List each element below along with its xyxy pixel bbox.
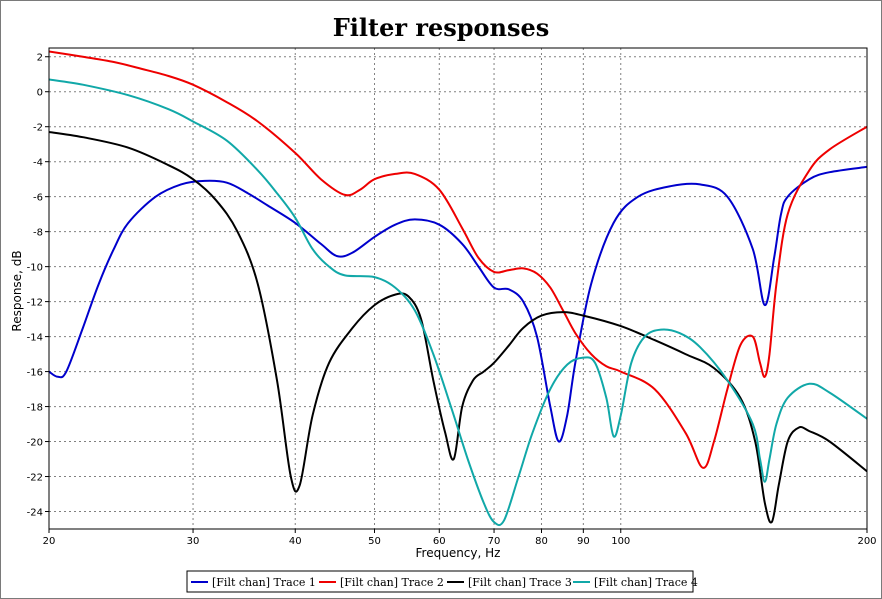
x-tick-label: 70 bbox=[488, 536, 501, 547]
y-tick-label: -16 bbox=[27, 368, 43, 379]
legend-label-trace-2: [Filt chan] Trace 2 bbox=[340, 576, 444, 589]
chart-title: Filter responses bbox=[333, 13, 550, 42]
grid bbox=[49, 48, 867, 529]
y-tick-label: -6 bbox=[33, 193, 43, 204]
y-tick-label: -10 bbox=[27, 263, 43, 274]
y-tick-label: -24 bbox=[27, 508, 43, 519]
x-tick-label: 90 bbox=[577, 536, 590, 547]
y-tick-label: -22 bbox=[27, 473, 43, 484]
plot-area bbox=[48, 47, 868, 530]
plot-border bbox=[48, 47, 868, 530]
axis-ticks: 20 30 40 50 60 70 80 90 100 20020-2-4-6-8-10-12-1… bbox=[27, 53, 877, 547]
y-tick-label: -8 bbox=[33, 228, 43, 239]
series-line-trace-4 bbox=[49, 78, 867, 527]
x-tick-label: 200 bbox=[857, 536, 876, 547]
series-line-trace-2 bbox=[49, 50, 867, 469]
x-tick-label: 40 bbox=[289, 536, 302, 547]
legend: [Filt chan] Trace 1 [Filt chan] Trace 2 [F… bbox=[186, 570, 698, 593]
y-tick-label: -12 bbox=[27, 298, 43, 309]
y-tick-label: -4 bbox=[33, 158, 43, 169]
legend-label-trace-1: [Filt chan] Trace 1 bbox=[212, 576, 316, 589]
y-tick-label: -14 bbox=[27, 333, 43, 344]
x-tick-label: 30 bbox=[187, 536, 200, 547]
y-tick-label: -20 bbox=[27, 438, 43, 449]
x-tick-label: 20 bbox=[43, 536, 56, 547]
x-tick-label: 60 bbox=[433, 536, 446, 547]
y-tick-label: -2 bbox=[33, 123, 43, 134]
x-tick-label: 50 bbox=[368, 536, 381, 547]
x-tick-label: 80 bbox=[535, 536, 548, 547]
x-tick-label: 100 bbox=[611, 536, 630, 547]
series-line-trace-1 bbox=[49, 165, 867, 443]
y-tick-label: -18 bbox=[27, 403, 43, 414]
legend-label-trace-3: [Filt chan] Trace 3 bbox=[468, 576, 572, 589]
y-tick-label: 0 bbox=[37, 88, 43, 99]
x-axis-label: Frequency, Hz bbox=[416, 546, 501, 560]
y-axis-label: Response, dB bbox=[10, 250, 24, 331]
series-lines bbox=[49, 50, 867, 527]
legend-label-trace-4: [Filt chan] Trace 4 bbox=[594, 576, 698, 589]
y-tick-label: 2 bbox=[37, 53, 43, 64]
series-line-trace-3 bbox=[49, 131, 867, 524]
legend-box bbox=[186, 570, 694, 593]
